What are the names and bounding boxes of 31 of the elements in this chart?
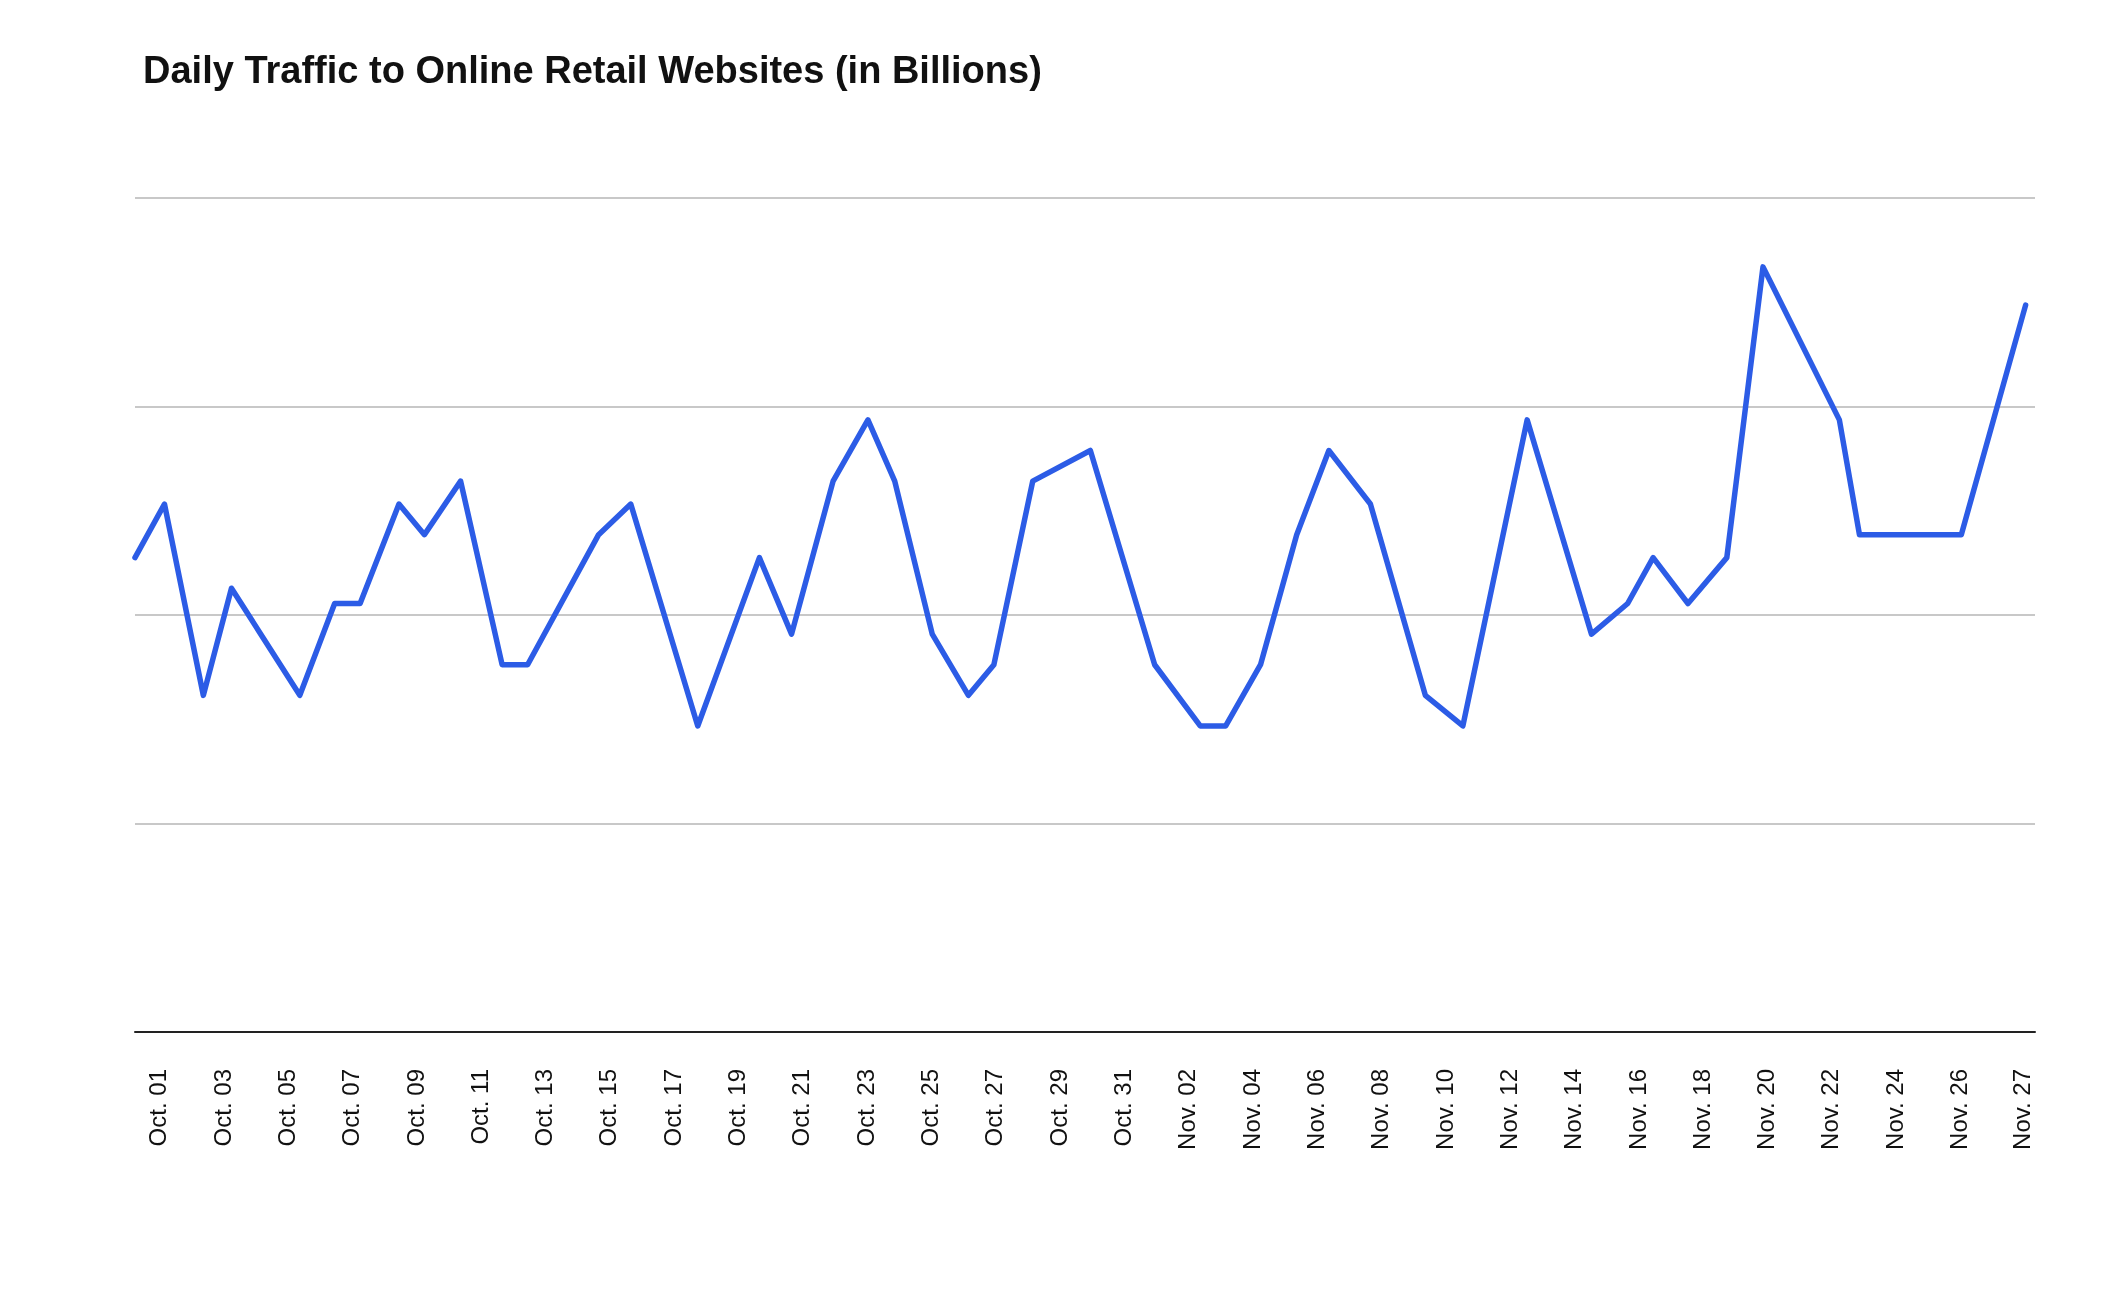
x-tick-label: Oct. 13 [530,1069,558,1147]
x-tick-label: Nov. 24 [1880,1069,1908,1150]
x-tick-label: Nov. 08 [1366,1069,1394,1150]
x-tick-label: Oct. 07 [337,1069,365,1147]
x-tick-label: Oct. 31 [1109,1069,1137,1147]
x-tick-label: Nov. 22 [1816,1069,1844,1150]
x-tick-label: Oct. 11 [465,1069,493,1145]
x-tick-label: Oct. 17 [658,1069,686,1147]
x-tick-label: Nov. 12 [1494,1069,1522,1150]
x-tick-label: Nov. 10 [1430,1069,1458,1150]
x-tick-label: Oct. 05 [272,1069,300,1147]
x-tick-label: Oct. 03 [208,1069,236,1147]
x-tick-label: Nov. 04 [1237,1069,1265,1150]
x-tick-label: Oct. 29 [1044,1069,1072,1147]
x-tick-label: Nov. 06 [1301,1069,1329,1150]
chart-title: Daily Traffic to Online Retail Websites (in Billions) [143,49,1042,91]
x-tick-label: Oct. 23 [851,1069,879,1147]
x-tick-label: Oct. 09 [401,1069,429,1147]
x-tick-label: Oct. 27 [980,1069,1008,1147]
x-tick-label: Oct. 21 [787,1069,815,1147]
x-tick-label: Oct. 25 [916,1069,944,1147]
x-tick-label: Oct. 19 [723,1069,751,1147]
x-tick-label: Nov. 02 [1173,1069,1201,1150]
x-tick-label: Nov. 18 [1687,1069,1715,1150]
x-tick-label: Nov. 16 [1623,1069,1651,1150]
x-tick-label: Nov. 26 [1945,1069,1973,1150]
x-tick-label: Nov. 20 [1752,1069,1780,1150]
x-tick-label: Nov. 14 [1559,1069,1587,1150]
x-tick-label: Oct. 15 [594,1069,622,1147]
x-tick-label: Oct. 01 [144,1069,172,1147]
x-tick-label: Nov. 27 [2008,1069,2036,1150]
